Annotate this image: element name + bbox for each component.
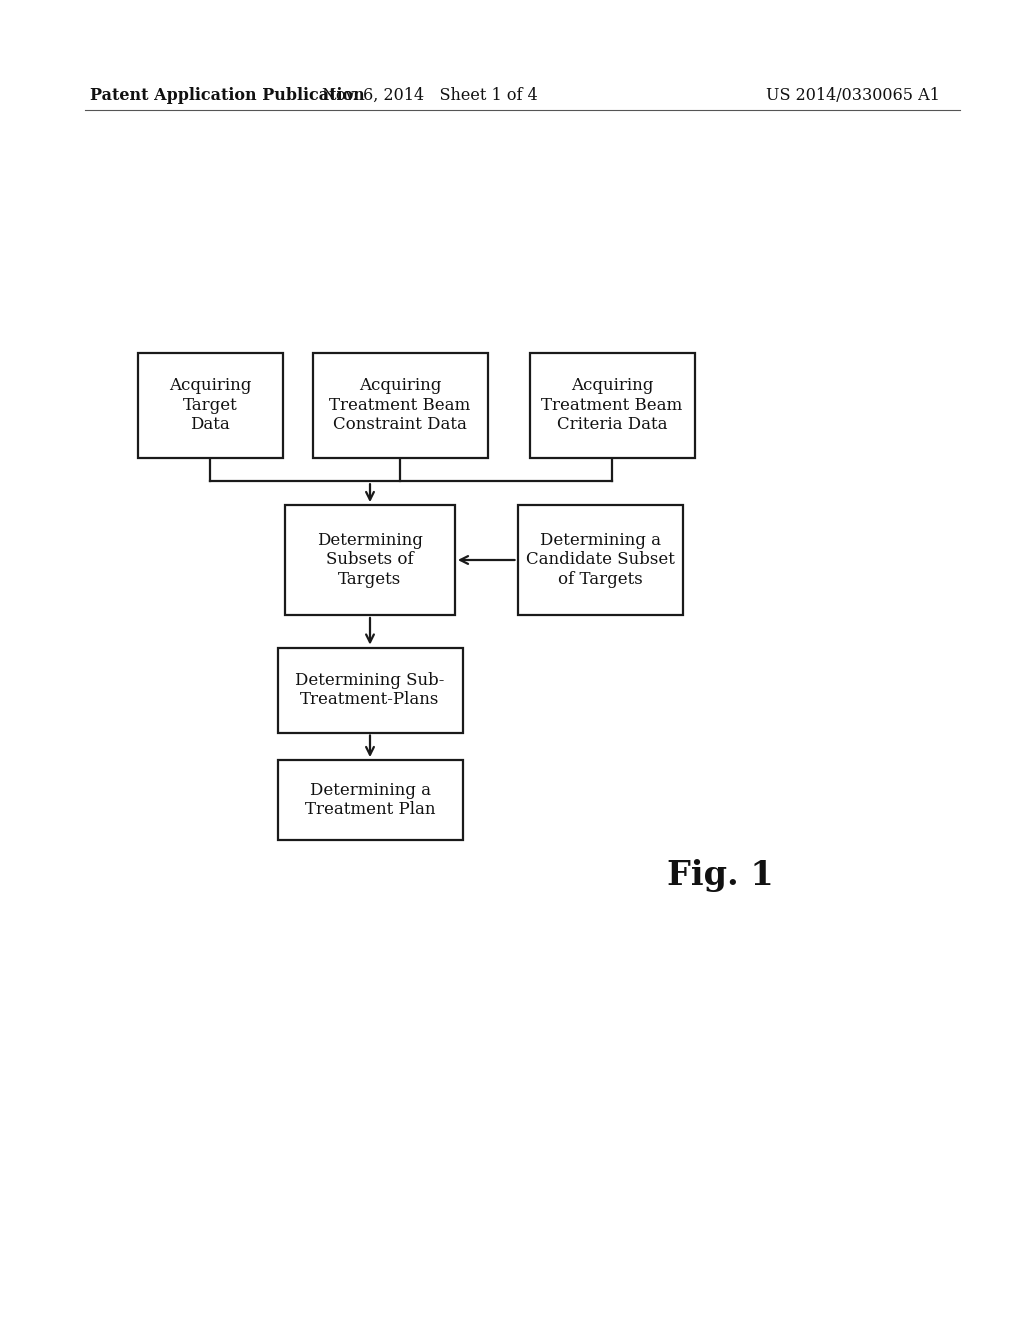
Bar (285, 506, 455, 615)
Text: Determining Sub-
Treatment-Plans: Determining Sub- Treatment-Plans (295, 672, 444, 709)
Text: Patent Application Publication: Patent Application Publication (90, 87, 365, 103)
Text: Fig. 1: Fig. 1 (667, 858, 773, 891)
Text: Determining a
Treatment Plan: Determining a Treatment Plan (305, 781, 435, 818)
Bar (312, 352, 487, 458)
Text: Acquiring
Treatment Beam
Criteria Data: Acquiring Treatment Beam Criteria Data (542, 378, 683, 433)
Text: US 2014/0330065 A1: US 2014/0330065 A1 (766, 87, 940, 103)
Text: Acquiring
Treatment Beam
Constraint Data: Acquiring Treatment Beam Constraint Data (330, 378, 471, 433)
Text: Determining
Subsets of
Targets: Determining Subsets of Targets (317, 532, 423, 589)
Bar (278, 648, 463, 733)
Text: Acquiring
Target
Data: Acquiring Target Data (169, 378, 251, 433)
Text: Nov. 6, 2014   Sheet 1 of 4: Nov. 6, 2014 Sheet 1 of 4 (323, 87, 538, 103)
Bar (278, 760, 463, 840)
Bar (137, 352, 283, 458)
Bar (529, 352, 694, 458)
Bar (517, 506, 683, 615)
Text: Determining a
Candidate Subset
of Targets: Determining a Candidate Subset of Target… (525, 532, 675, 589)
